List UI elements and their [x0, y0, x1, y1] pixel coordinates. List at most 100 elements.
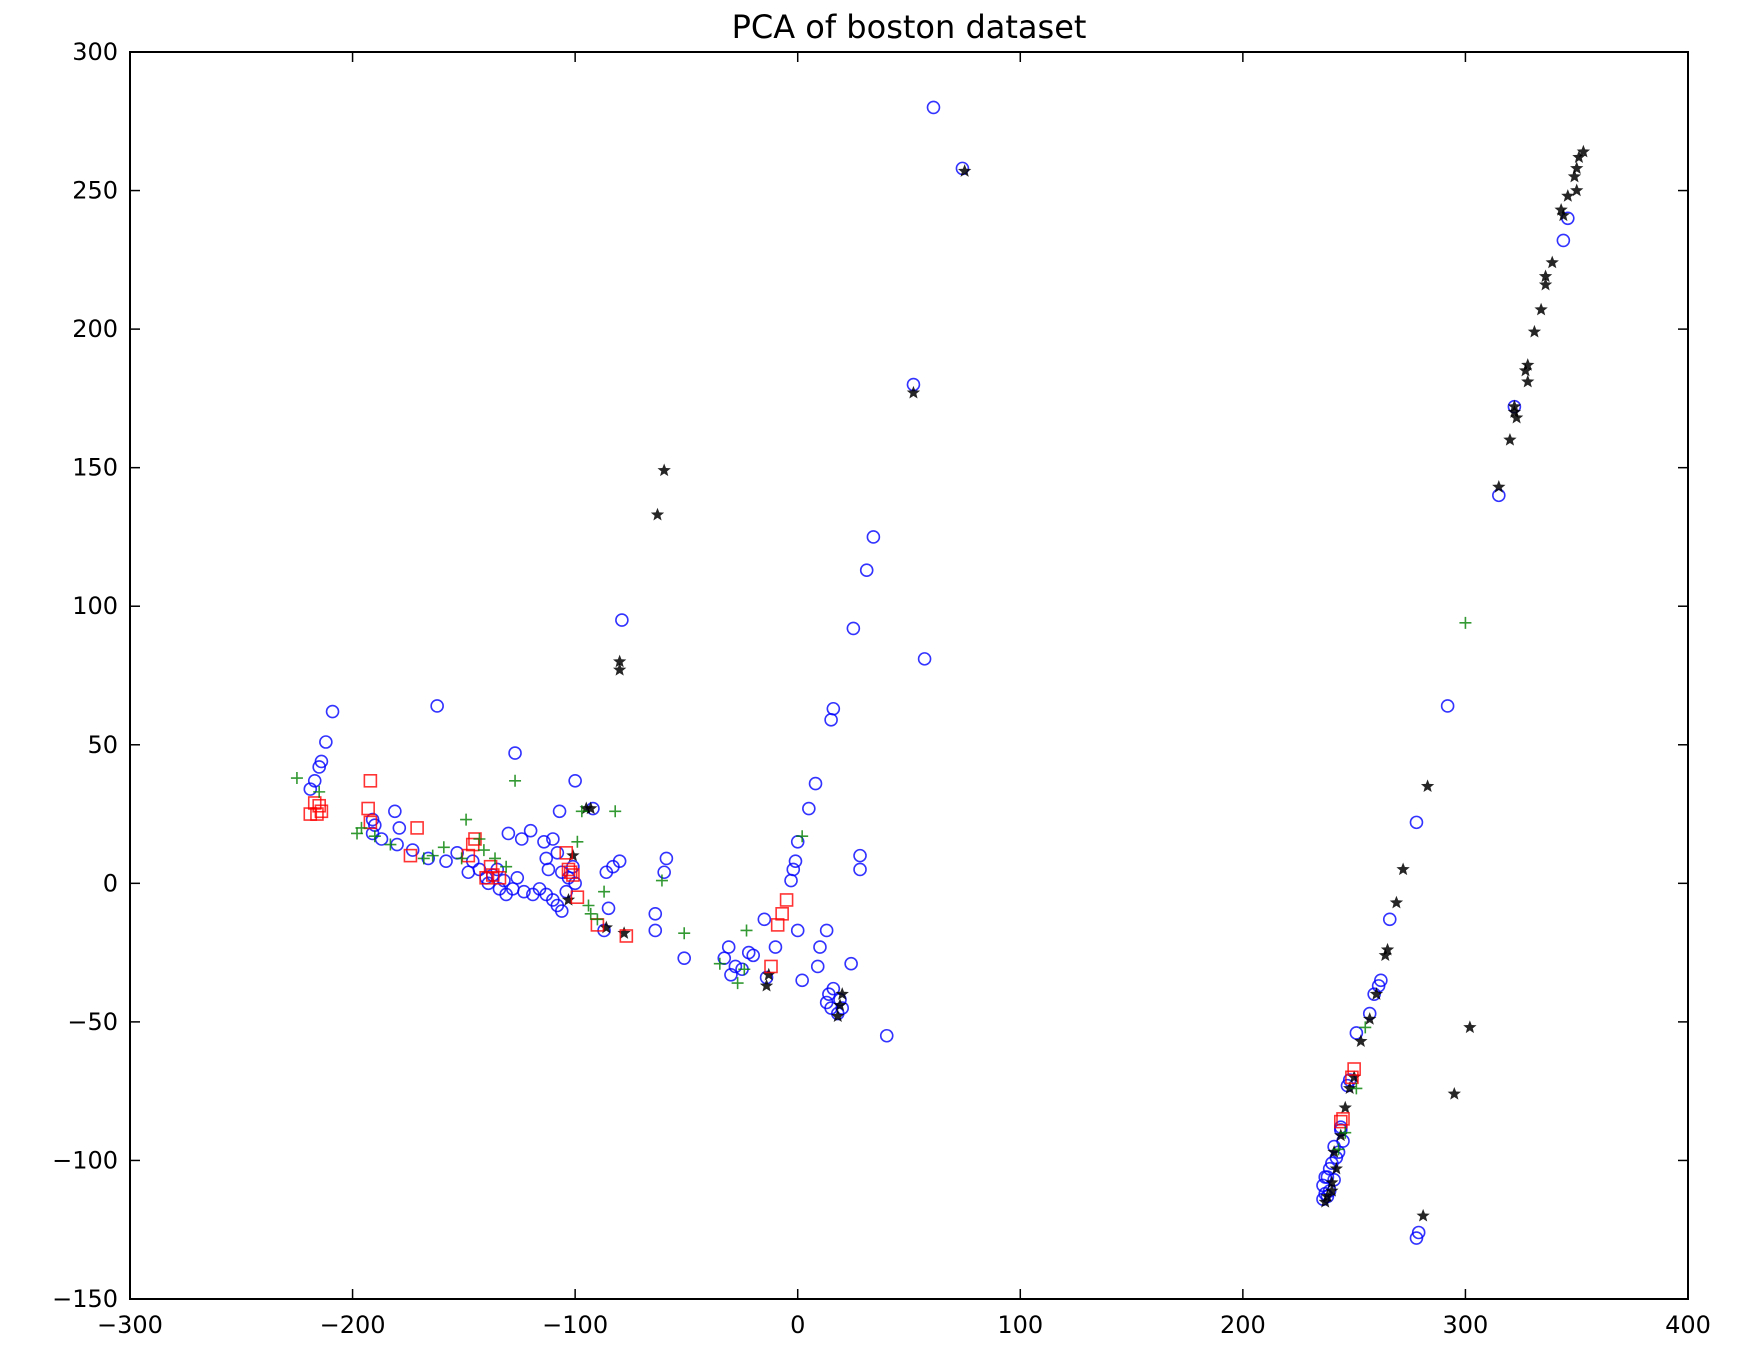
circle-point	[859, 563, 874, 577]
circle-point	[677, 951, 692, 965]
circle-point	[319, 735, 333, 749]
circle-point	[926, 100, 941, 115]
star-point	[1463, 1020, 1477, 1034]
star-point	[1318, 1195, 1332, 1208]
star-point	[1378, 948, 1392, 962]
circle-point	[601, 901, 616, 916]
circle-point	[1382, 912, 1397, 927]
x-tick-label: 400	[1665, 1311, 1711, 1339]
star-point	[1416, 1208, 1430, 1222]
plus-point	[740, 924, 753, 937]
plus-point	[1459, 616, 1472, 629]
square-point	[566, 868, 580, 882]
square-point	[314, 804, 329, 819]
star-point	[617, 926, 631, 939]
circle-point	[1318, 1170, 1333, 1184]
star-point	[1327, 1145, 1341, 1158]
circle-point	[917, 652, 932, 666]
circle-point	[541, 862, 556, 877]
star-point	[1343, 1081, 1357, 1095]
plus-point	[609, 805, 622, 818]
y-tick-label: 200	[72, 315, 118, 343]
square-point	[764, 959, 778, 974]
star-point	[835, 987, 849, 1000]
plus-point	[598, 885, 611, 898]
circle-point	[768, 940, 783, 954]
circle-point	[746, 948, 761, 963]
star-point	[1334, 1128, 1348, 1142]
plus-point	[290, 772, 303, 785]
circle-point	[1409, 1231, 1424, 1245]
square-point	[310, 807, 324, 821]
star-point	[613, 662, 627, 676]
plus-point	[678, 927, 691, 940]
plus-point	[731, 977, 744, 990]
circle-point	[599, 865, 614, 880]
star-point	[1347, 1070, 1361, 1083]
square-point	[410, 821, 424, 835]
star-point	[1534, 302, 1548, 316]
star-point	[1396, 862, 1410, 876]
plus-point	[571, 835, 584, 848]
star-point	[1325, 1175, 1339, 1189]
y-tick-label: −50	[67, 1008, 118, 1036]
circle-point	[835, 1001, 850, 1015]
plus-point	[351, 827, 364, 840]
square-point	[619, 929, 634, 943]
square-point	[559, 846, 574, 860]
plus-point	[582, 899, 595, 912]
x-tick-label: 100	[997, 1311, 1043, 1339]
star-point	[833, 998, 847, 1011]
circle-point	[846, 621, 861, 636]
square-point	[361, 801, 375, 816]
star-point	[1521, 374, 1535, 388]
circle-point	[546, 832, 560, 846]
star-point	[1389, 895, 1404, 909]
y-tick-label: 50	[87, 731, 118, 759]
circle-point	[790, 923, 805, 938]
star-point	[1492, 480, 1506, 493]
plus-point	[473, 832, 486, 845]
star-point	[650, 507, 665, 521]
square-point	[363, 815, 378, 830]
circle-point	[795, 973, 809, 988]
y-tick-label: 0	[103, 869, 118, 897]
plus-point	[584, 907, 597, 920]
star-point	[906, 385, 921, 399]
star-point	[1354, 1034, 1368, 1047]
circle-point	[1409, 815, 1424, 830]
circle-point	[303, 782, 318, 796]
circle-point	[802, 801, 816, 816]
star-point	[657, 463, 671, 477]
circle-point	[392, 821, 407, 835]
star-point	[1518, 363, 1533, 377]
star-point	[561, 892, 576, 906]
plus-point	[575, 805, 588, 818]
circle-point	[1349, 1026, 1364, 1040]
plus-series	[290, 616, 1472, 1156]
plus-point	[738, 963, 751, 976]
y-tick-label: 250	[72, 177, 118, 205]
star-point	[613, 654, 627, 668]
chart-title: PCA of boston dataset	[732, 8, 1087, 46]
circle-point	[325, 704, 340, 719]
square-point	[570, 890, 585, 904]
plus-point	[1359, 1021, 1372, 1034]
plus-point	[591, 913, 604, 926]
x-tick-label: −200	[320, 1311, 386, 1339]
square-point	[483, 859, 498, 874]
axis-ticks: −300 −200 −100 0 100 200 300 400 −150 −100 −50 0 50 1…	[52, 38, 1711, 1339]
circle-point	[388, 804, 402, 819]
circle-point	[1440, 699, 1455, 713]
star-point	[759, 978, 774, 992]
plus-point	[1332, 1143, 1345, 1156]
star-point	[1363, 1012, 1377, 1025]
square-point	[1336, 1112, 1350, 1126]
circle-point	[552, 804, 567, 819]
star-point	[1509, 410, 1524, 424]
circle-point	[537, 834, 551, 849]
circle-point	[648, 923, 663, 938]
plus-point	[460, 813, 473, 826]
circle-point	[757, 912, 772, 927]
